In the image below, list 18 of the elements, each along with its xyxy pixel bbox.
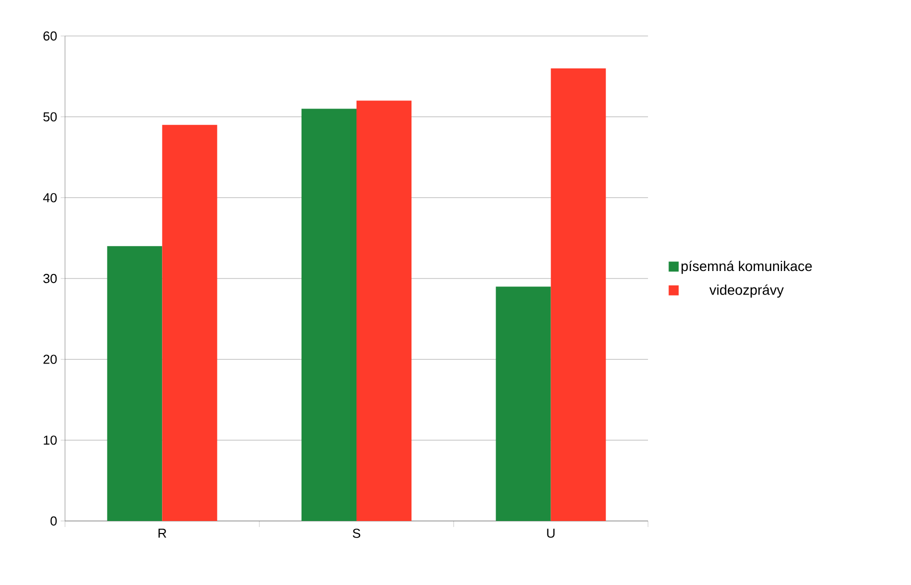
bar: [302, 108, 357, 521]
y-tick-label: 30: [43, 274, 57, 284]
x-tick-label: S: [352, 528, 360, 538]
y-tick-label: 60: [43, 31, 57, 41]
y-tick-label: 10: [44, 436, 57, 445]
bar: [550, 68, 606, 521]
bar: [496, 286, 551, 521]
bar: [356, 100, 412, 521]
y-tick-label: 50: [43, 112, 57, 122]
y-tick-label: 40: [43, 193, 57, 202]
bar: [107, 246, 162, 521]
bar: [162, 124, 218, 521]
legend-label: videozprávy: [709, 284, 784, 298]
y-tick-label: 20: [43, 354, 57, 364]
x-tick-label: R: [158, 528, 166, 538]
y-tick-label: 0: [50, 516, 57, 526]
x-tick-label: U: [547, 528, 555, 538]
legend-label: písemná komunikace: [682, 260, 812, 274]
